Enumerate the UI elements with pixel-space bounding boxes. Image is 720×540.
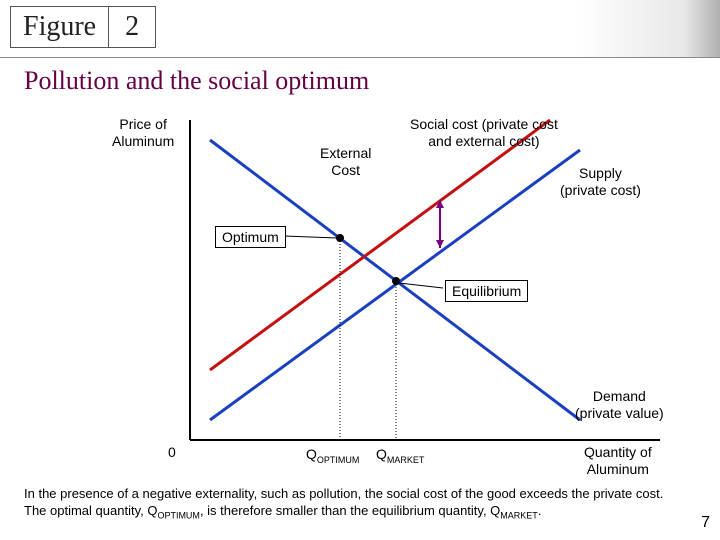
figure-number: 2: [109, 6, 156, 48]
social-cost-label: Social cost (private costand external co…: [410, 116, 558, 150]
demand-label: Demand(private value): [575, 388, 664, 422]
origin-label: 0: [168, 444, 176, 461]
figure-header: Figure 2: [10, 6, 156, 48]
caption: In the presence of a negative externalit…: [24, 485, 664, 522]
chart: Price ofAluminum ExternalCost Social cos…: [40, 110, 680, 470]
q-market-label: QMARKET: [376, 446, 424, 466]
equilibrium-label: Equilibrium: [445, 280, 528, 302]
q-optimum-label: QOPTIMUM: [306, 446, 359, 466]
x-axis-label: Quantity ofAluminum: [584, 444, 652, 478]
figure-word: Figure: [10, 6, 109, 48]
optimum-label: Optimum: [215, 226, 286, 248]
supply-label: Supply(private cost): [560, 165, 641, 199]
external-cost-label: ExternalCost: [320, 145, 371, 179]
page-title: Pollution and the social optimum: [24, 66, 369, 96]
y-axis-label: Price ofAluminum: [112, 116, 174, 150]
page-number: 7: [701, 514, 710, 532]
